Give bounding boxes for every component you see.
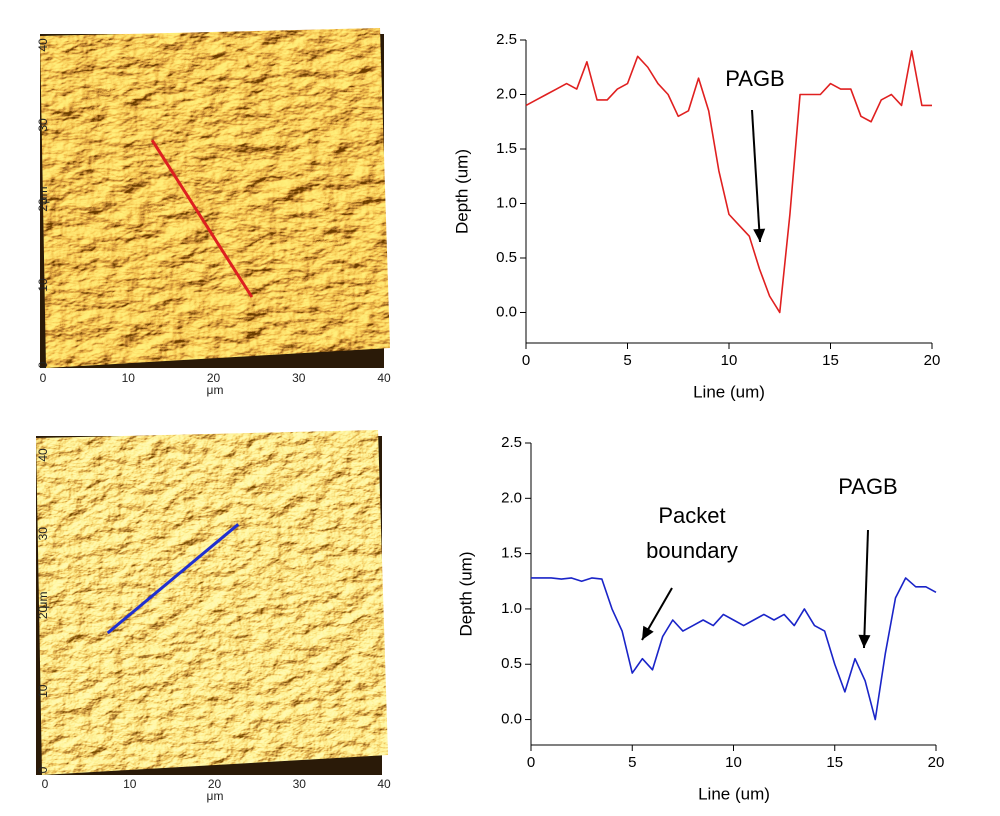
y-tick-label: 2.0	[496, 85, 517, 102]
y-tick-label: 1.5	[496, 140, 517, 157]
x-tick-label: 20	[207, 371, 221, 385]
x-tick-label: 30	[293, 777, 307, 791]
x-tick-label: 15	[822, 352, 839, 369]
x-tick-label: 15	[826, 754, 843, 771]
x-tick-label: 10	[122, 371, 136, 385]
y-axis-label: Depth (um)	[452, 149, 471, 234]
x-tick-label: 10	[725, 754, 742, 771]
y-tick-label: 0.0	[501, 711, 522, 728]
profile-line	[150, 139, 254, 298]
afm-surface	[36, 430, 388, 775]
x-tick-label: 10	[123, 777, 137, 791]
y-axis-label: μm	[36, 592, 50, 609]
data-line	[531, 577, 937, 721]
annotation: PAGB	[725, 66, 785, 91]
y-tick-label: 20	[36, 198, 50, 212]
x-tick-label: 0	[40, 371, 47, 385]
y-tick-label: 0.5	[501, 655, 522, 672]
y-tick-label: 2.0	[501, 489, 522, 506]
y-tick-label: 0.0	[496, 303, 517, 320]
y-tick-label: 1.0	[496, 194, 517, 211]
afm-surface	[40, 28, 390, 368]
x-tick-label: 40	[377, 371, 391, 385]
x-axis-label: μm	[207, 383, 224, 397]
arrow-head	[753, 228, 766, 242]
y-tick-label: 10	[36, 684, 50, 698]
y-tick-label: 0	[36, 361, 50, 368]
y-tick-label: 2.5	[501, 434, 522, 451]
annotation-arrow	[863, 529, 869, 649]
x-axis-label: μm	[207, 789, 224, 803]
y-tick-label: 0	[36, 766, 50, 773]
x-tick-label: 40	[377, 777, 391, 791]
y-axis-label: μm	[36, 187, 50, 204]
y-axis-label: Depth (um)	[456, 551, 475, 636]
x-tick-label: 10	[721, 352, 738, 369]
y-tick-label: 30	[36, 118, 50, 132]
annotation: Packet	[658, 503, 725, 528]
x-tick-label: 5	[628, 754, 636, 771]
profile-line	[106, 523, 240, 635]
x-tick-label: 20	[924, 352, 941, 369]
y-tick-label: 10	[36, 278, 50, 292]
x-tick-label: 30	[292, 371, 306, 385]
y-tick-label: 1.5	[501, 545, 522, 562]
y-tick-label: 20	[36, 606, 50, 620]
arrow-head	[642, 625, 654, 640]
y-tick-label: 40	[36, 38, 50, 52]
x-tick-label: 5	[623, 352, 631, 369]
arrow-head	[858, 634, 871, 648]
x-axis-label: Line (um)	[698, 784, 770, 803]
afm-image	[36, 430, 388, 775]
x-tick-label: 0	[522, 352, 530, 369]
annotation: PAGB	[838, 474, 898, 499]
x-tick-label: 0	[42, 777, 49, 791]
x-axis-label: Line (um)	[693, 382, 765, 401]
x-tick-label: 20	[208, 777, 222, 791]
x-tick-label: 0	[527, 754, 535, 771]
y-tick-label: 1.0	[501, 600, 522, 617]
y-tick-label: 2.5	[496, 31, 517, 48]
afm-image	[40, 28, 390, 368]
annotation: boundary	[646, 538, 738, 563]
data-line	[525, 50, 932, 314]
annotation-arrow	[751, 109, 761, 243]
x-tick-label: 20	[928, 754, 945, 771]
y-tick-label: 0.5	[496, 249, 517, 266]
y-tick-label: 30	[36, 527, 50, 541]
y-tick-label: 40	[36, 448, 50, 462]
